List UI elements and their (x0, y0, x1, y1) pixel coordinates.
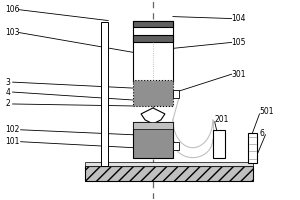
Text: 301: 301 (232, 70, 246, 79)
Text: 4: 4 (6, 88, 10, 97)
Text: 102: 102 (6, 125, 20, 134)
Text: 201: 201 (215, 115, 229, 124)
Bar (133, 80, 173, 106)
Bar (173, 142, 179, 150)
Text: 2: 2 (6, 99, 10, 108)
Bar (248, 133, 256, 163)
Text: 501: 501 (260, 107, 274, 116)
Bar (101, 22, 108, 166)
Text: 101: 101 (6, 137, 20, 146)
Text: 104: 104 (232, 14, 246, 23)
Polygon shape (141, 108, 165, 124)
Bar (173, 90, 179, 98)
Text: 106: 106 (6, 5, 20, 14)
Bar (133, 122, 173, 129)
Text: 6: 6 (260, 129, 264, 138)
Bar (133, 21, 173, 82)
Bar (213, 130, 225, 158)
Text: 103: 103 (6, 28, 20, 37)
Text: 105: 105 (232, 38, 246, 47)
Bar (133, 21, 173, 27)
Text: 3: 3 (6, 78, 10, 87)
Bar (85, 162, 253, 166)
Bar (85, 166, 253, 181)
Bar (133, 35, 173, 42)
Bar (133, 122, 173, 158)
